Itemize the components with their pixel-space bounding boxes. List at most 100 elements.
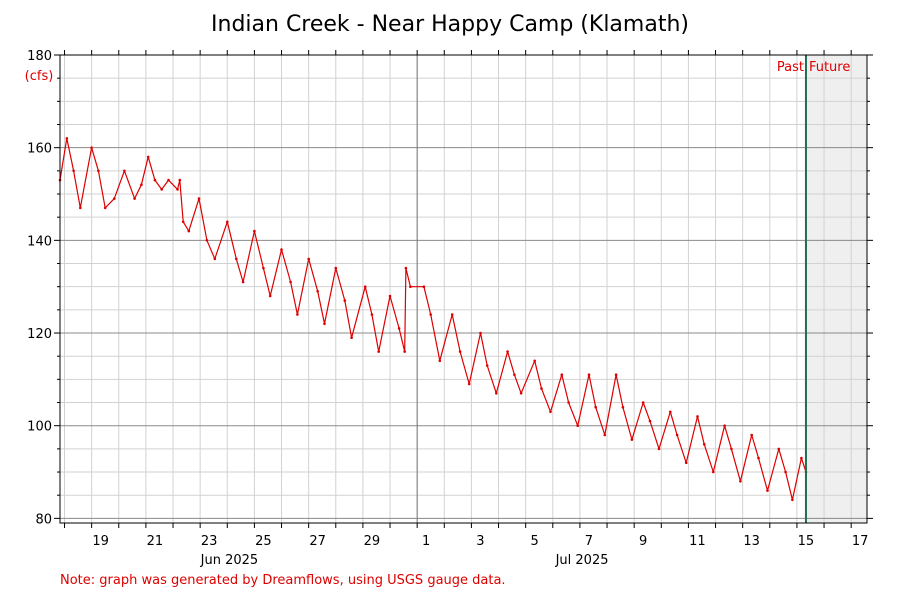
flow-data-point (549, 410, 552, 414)
flow-data-point (160, 188, 163, 191)
flow-data-point (307, 257, 311, 261)
flow-data-point (791, 498, 794, 502)
flow-data-point (409, 285, 412, 289)
x-tick-label: 7 (585, 534, 593, 549)
flow-data-point (784, 470, 787, 474)
flow-data-point (777, 447, 781, 451)
flow-data-point (458, 350, 462, 353)
flow-data-point (669, 410, 672, 414)
flow-data-point (730, 447, 733, 451)
flow-data-point (403, 350, 407, 353)
flow-data-point (702, 442, 706, 446)
axis-ticks (54, 50, 873, 528)
flow-data-point (696, 415, 699, 418)
future-region (805, 55, 867, 523)
flow-data-point (621, 405, 625, 409)
flow-data-point (641, 401, 645, 404)
flow-data-point (576, 424, 579, 428)
flow-data-point (113, 197, 116, 200)
flow-data-point (404, 266, 408, 270)
flow-data-point (506, 350, 509, 353)
flow-data-point (97, 169, 100, 173)
x-tick-label: 13 (743, 534, 760, 549)
flow-data-point (675, 433, 679, 437)
flow-data-point (712, 470, 715, 474)
y-axis-labels: 80 100 120 140 160 180 (27, 49, 52, 527)
flow-data-point (739, 480, 742, 483)
flow-data-point (533, 359, 536, 363)
flow-data-point (181, 220, 185, 224)
flow-data-point (133, 197, 136, 200)
flow-data-point (800, 456, 803, 460)
flow-data-point (485, 364, 489, 367)
x-tick-label: 11 (689, 534, 706, 549)
flow-data-point (723, 424, 726, 428)
flow-data-point (370, 313, 374, 316)
flow-data-point (140, 183, 143, 186)
flow-data-point (587, 373, 591, 377)
past-label: Past (777, 60, 804, 75)
flow-data-point (397, 327, 401, 330)
plot-background (60, 55, 867, 523)
flow-data-point (479, 331, 482, 335)
flow-data-point (757, 456, 760, 460)
flow-data-point (429, 313, 433, 316)
flow-data-point (65, 137, 69, 140)
chart-title: Indian Creek - Near Happy Camp (Klamath) (211, 12, 689, 37)
flow-data-point (540, 387, 543, 390)
flow-data-point (241, 280, 245, 284)
flow-data-point (262, 266, 265, 270)
flow-data-point (197, 197, 201, 200)
y-tick-label: 100 (27, 420, 52, 435)
flow-data-point (153, 178, 157, 182)
flow-data-point (630, 438, 634, 441)
flow-data-point (226, 220, 229, 224)
flow-data-point (178, 178, 182, 182)
series-layer (58, 137, 808, 502)
flow-data-point (235, 257, 238, 261)
flow-data-point (766, 489, 769, 492)
flow-data-point (79, 206, 82, 210)
month-label: Jun 2025 (200, 553, 259, 568)
flow-data-point (657, 447, 661, 451)
flow-data-point (363, 285, 367, 289)
flow-data-point (388, 294, 392, 298)
x-tick-label: 17 (852, 534, 869, 549)
flow-data-point (213, 257, 217, 261)
y-tick-label: 140 (27, 234, 52, 249)
flow-data-point (289, 280, 292, 284)
y-tick-label: 160 (27, 142, 52, 157)
flow-data-point (187, 229, 191, 233)
future-label: Future (809, 60, 850, 75)
x-tick-label: 3 (476, 534, 484, 549)
flow-data-point (350, 336, 353, 340)
x-tick-label: 1 (422, 534, 430, 549)
x-tick-label: 27 (309, 534, 326, 549)
footnote: Note: graph was generated by Dreamflows,… (60, 573, 506, 588)
month-label: Jul 2025 (555, 553, 609, 568)
flow-data-point (146, 155, 150, 159)
x-tick-label: 29 (364, 534, 381, 549)
flow-data-point (513, 373, 516, 377)
flow-data-point (495, 392, 498, 395)
x-tick-label: 9 (639, 534, 647, 549)
x-tick-label: 19 (92, 534, 109, 549)
flow-data-point (176, 188, 179, 191)
flow-data-point (72, 169, 75, 173)
y-tick-label: 180 (27, 49, 52, 64)
flow-data-point (560, 373, 564, 377)
flow-data-point (334, 266, 338, 270)
flow-data-point (450, 313, 454, 316)
flow-data-point (323, 322, 326, 326)
flow-data-point (123, 169, 126, 173)
minor-gridlines (60, 55, 867, 523)
x-tick-label: 25 (255, 534, 272, 549)
flow-data-point (253, 229, 256, 233)
flow-data-point (103, 206, 107, 210)
x-tick-label: 5 (531, 534, 539, 549)
x-tick-label: 21 (147, 534, 164, 549)
flow-data-point (567, 401, 570, 404)
flow-data-point (438, 359, 442, 363)
